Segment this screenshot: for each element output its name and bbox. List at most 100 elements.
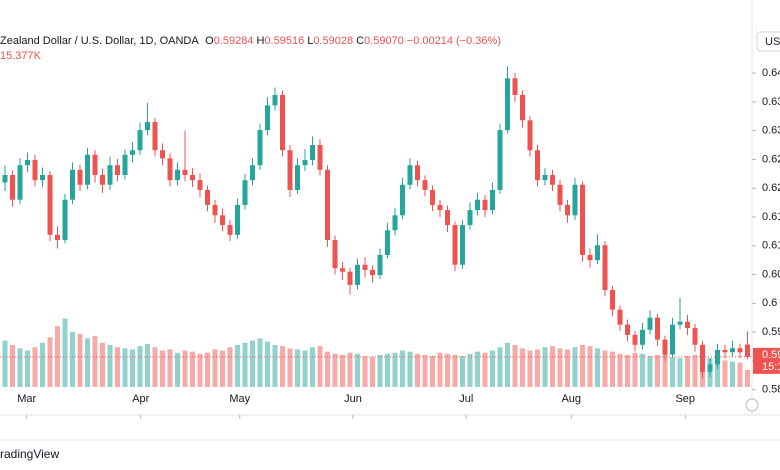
y-tick-label: 0.585 — [762, 384, 780, 396]
candle-body — [595, 245, 600, 261]
candle-body — [17, 165, 23, 200]
candle-body — [512, 78, 518, 95]
volume-bar — [392, 352, 398, 387]
candle-body — [212, 204, 218, 216]
x-tick-label: Mar — [17, 393, 36, 405]
candle-body — [182, 169, 188, 175]
candle-body — [610, 290, 615, 310]
y-tick-label: 0.615 — [762, 211, 780, 223]
volume-bar — [497, 347, 503, 387]
volume-bar — [175, 352, 180, 387]
volume-bar — [677, 358, 683, 387]
candle-body — [527, 120, 533, 151]
candle-body — [205, 189, 210, 205]
legend-value: 0.59028 — [313, 35, 353, 47]
volume-bar — [385, 353, 390, 387]
volume-bar — [287, 348, 293, 387]
volume-bar — [655, 354, 660, 387]
volume-bar — [415, 353, 420, 387]
volume-bar — [715, 359, 720, 387]
candle-body — [707, 364, 713, 372]
candle-body — [617, 309, 623, 325]
volume-bar — [115, 347, 120, 387]
volume-bar — [572, 347, 578, 387]
candle-body — [460, 225, 465, 265]
volume-bar — [107, 345, 113, 387]
x-tick-label: Sep — [675, 393, 695, 405]
volume-bar — [482, 352, 488, 387]
candle-body — [310, 145, 315, 161]
settings-icon[interactable] — [745, 398, 759, 412]
volume-bar — [610, 351, 615, 387]
volume-bar — [685, 356, 690, 387]
volume-bar — [692, 354, 698, 387]
volume-bar — [355, 353, 360, 387]
candle-body — [332, 240, 338, 269]
candle-body — [445, 210, 450, 226]
volume-bar — [407, 351, 413, 387]
x-tick-label: May — [229, 393, 250, 405]
candle-body — [2, 174, 8, 183]
volume-bar — [617, 353, 623, 387]
volume-bar — [100, 342, 105, 387]
volume-bar — [85, 338, 90, 387]
volume-bar — [205, 352, 210, 387]
volume-bar — [122, 348, 128, 387]
volume-bar — [535, 349, 540, 387]
volume-layer — [2, 318, 750, 387]
candle-body — [745, 344, 750, 357]
volume-bar — [640, 353, 645, 387]
volume-bar — [190, 351, 195, 387]
volume-value: 15.377K — [0, 50, 42, 62]
candle-body — [662, 339, 668, 355]
x-tick-label: Apr — [132, 393, 149, 405]
x-tick-label: Jun — [344, 393, 362, 405]
candle-body — [685, 321, 690, 329]
symbol-title: Zealand Dollar / U.S. Dollar, 1D, OANDA — [0, 35, 199, 47]
last-price-box — [753, 347, 780, 374]
volume-bar — [235, 345, 240, 387]
candle-layer — [2, 66, 750, 379]
legend-change: −0.00214 (−0.36%) — [407, 35, 501, 47]
volume-bar — [377, 354, 383, 387]
candle-body — [430, 189, 435, 205]
volume-bar — [70, 331, 75, 387]
candle-body — [190, 174, 195, 181]
candle-body — [655, 317, 660, 340]
candle-body — [370, 269, 375, 276]
candle-body — [250, 165, 255, 181]
volume-bar — [632, 352, 638, 387]
volume-bar — [340, 354, 345, 387]
volume-bar — [452, 354, 458, 387]
candle-body — [122, 154, 128, 175]
volume-bar — [647, 356, 653, 387]
volume-bar — [520, 348, 525, 387]
volume-bar — [272, 345, 278, 387]
currency-button[interactable] — [756, 31, 780, 52]
volume-bar — [280, 346, 285, 387]
volume-bar — [737, 362, 743, 387]
candle-body — [415, 165, 420, 181]
currency-button-label[interactable]: USD — [765, 36, 780, 48]
legend-key: H — [256, 35, 264, 47]
y-tick-label: 0.61 — [762, 240, 780, 252]
volume-bar — [47, 337, 53, 387]
volume-bar — [317, 346, 323, 387]
candle-body — [10, 174, 15, 200]
y-tick-label: 0.64 — [762, 67, 780, 79]
candle-body — [392, 215, 398, 231]
candle-body — [700, 344, 705, 372]
axes-layer: 0.64 0.635 0.63 0.625 0.62 0.615 0.61 0.605 0.6 0… — [0, 67, 780, 419]
volume-bar — [295, 349, 300, 387]
volume-bar — [242, 342, 248, 387]
candle-body — [722, 349, 728, 353]
x-tick-label: Jul — [459, 393, 473, 405]
candle-body — [160, 150, 165, 159]
candle-body — [565, 204, 570, 216]
volume-bar — [25, 350, 30, 387]
candle-body — [235, 204, 240, 235]
volume-bar — [197, 353, 203, 387]
volume-bar — [730, 361, 735, 387]
legend: Zealand Dollar / U.S. Dollar, 1D, OANDA … — [0, 35, 501, 47]
volume-bar — [595, 348, 600, 387]
